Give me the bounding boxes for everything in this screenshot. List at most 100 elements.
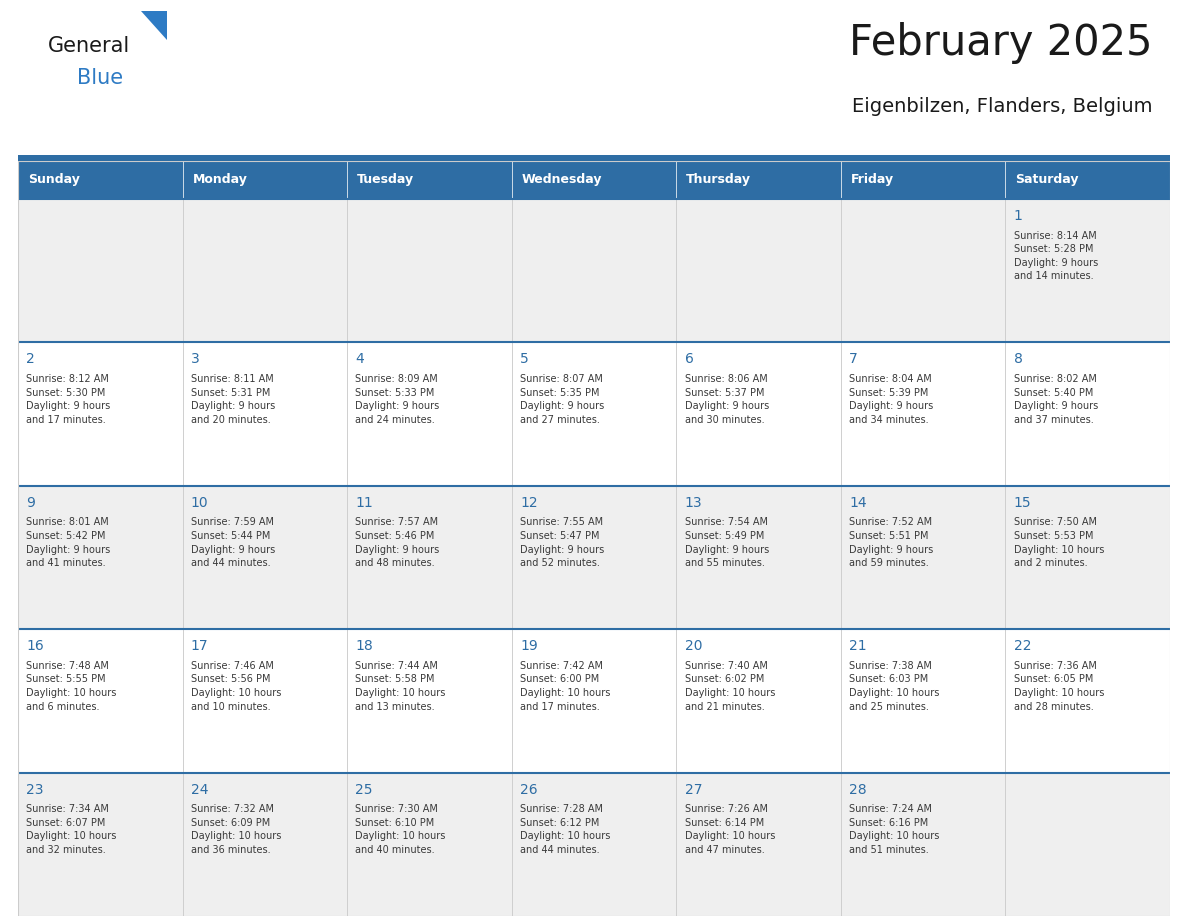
Text: 16: 16 bbox=[26, 639, 44, 654]
Text: 14: 14 bbox=[849, 496, 867, 509]
Text: Sunrise: 8:02 AM
Sunset: 5:40 PM
Daylight: 9 hours
and 37 minutes.: Sunrise: 8:02 AM Sunset: 5:40 PM Dayligh… bbox=[1013, 374, 1098, 425]
Bar bbox=[347, 773, 512, 916]
Bar bbox=[347, 161, 512, 199]
Text: 3: 3 bbox=[191, 353, 200, 366]
Text: February 2025: February 2025 bbox=[849, 22, 1152, 63]
Text: Monday: Monday bbox=[192, 174, 247, 186]
Text: Sunrise: 7:30 AM
Sunset: 6:10 PM
Daylight: 10 hours
and 40 minutes.: Sunrise: 7:30 AM Sunset: 6:10 PM Dayligh… bbox=[355, 804, 446, 855]
Text: Saturday: Saturday bbox=[1016, 174, 1079, 186]
Bar bbox=[347, 342, 512, 486]
Bar bbox=[512, 342, 676, 486]
Text: Sunday: Sunday bbox=[27, 174, 80, 186]
Bar bbox=[1005, 161, 1170, 199]
Text: 6: 6 bbox=[684, 353, 694, 366]
Text: Sunrise: 8:07 AM
Sunset: 5:35 PM
Daylight: 9 hours
and 27 minutes.: Sunrise: 8:07 AM Sunset: 5:35 PM Dayligh… bbox=[520, 374, 605, 425]
Bar bbox=[676, 773, 841, 916]
Text: 8: 8 bbox=[1013, 353, 1023, 366]
Bar bbox=[841, 342, 1005, 486]
Text: 11: 11 bbox=[355, 496, 373, 509]
Text: Sunrise: 7:48 AM
Sunset: 5:55 PM
Daylight: 10 hours
and 6 minutes.: Sunrise: 7:48 AM Sunset: 5:55 PM Dayligh… bbox=[26, 661, 116, 711]
Text: Sunrise: 8:14 AM
Sunset: 5:28 PM
Daylight: 9 hours
and 14 minutes.: Sunrise: 8:14 AM Sunset: 5:28 PM Dayligh… bbox=[1013, 230, 1098, 281]
Bar bbox=[841, 199, 1005, 342]
Text: Sunrise: 8:11 AM
Sunset: 5:31 PM
Daylight: 9 hours
and 20 minutes.: Sunrise: 8:11 AM Sunset: 5:31 PM Dayligh… bbox=[191, 374, 276, 425]
Bar bbox=[512, 161, 676, 199]
Text: 5: 5 bbox=[520, 353, 529, 366]
Text: 23: 23 bbox=[26, 783, 44, 797]
Text: 18: 18 bbox=[355, 639, 373, 654]
Text: Sunrise: 7:34 AM
Sunset: 6:07 PM
Daylight: 10 hours
and 32 minutes.: Sunrise: 7:34 AM Sunset: 6:07 PM Dayligh… bbox=[26, 804, 116, 855]
Text: 19: 19 bbox=[520, 639, 538, 654]
Bar bbox=[841, 773, 1005, 916]
Text: Sunrise: 7:55 AM
Sunset: 5:47 PM
Daylight: 9 hours
and 52 minutes.: Sunrise: 7:55 AM Sunset: 5:47 PM Dayligh… bbox=[520, 518, 605, 568]
Bar bbox=[676, 161, 841, 199]
Text: 27: 27 bbox=[684, 783, 702, 797]
Text: Sunrise: 7:44 AM
Sunset: 5:58 PM
Daylight: 10 hours
and 13 minutes.: Sunrise: 7:44 AM Sunset: 5:58 PM Dayligh… bbox=[355, 661, 446, 711]
Text: 20: 20 bbox=[684, 639, 702, 654]
Text: 22: 22 bbox=[1013, 639, 1031, 654]
Text: 24: 24 bbox=[191, 783, 208, 797]
Text: Friday: Friday bbox=[851, 174, 893, 186]
Text: General: General bbox=[48, 36, 129, 56]
Text: Eigenbilzen, Flanders, Belgium: Eigenbilzen, Flanders, Belgium bbox=[852, 96, 1152, 116]
Text: 26: 26 bbox=[520, 783, 537, 797]
Bar bbox=[347, 629, 512, 773]
Text: 4: 4 bbox=[355, 353, 364, 366]
Text: 28: 28 bbox=[849, 783, 867, 797]
Bar bbox=[841, 629, 1005, 773]
Bar bbox=[18, 629, 183, 773]
Text: 10: 10 bbox=[191, 496, 208, 509]
Text: Sunrise: 8:01 AM
Sunset: 5:42 PM
Daylight: 9 hours
and 41 minutes.: Sunrise: 8:01 AM Sunset: 5:42 PM Dayligh… bbox=[26, 518, 110, 568]
Text: Sunrise: 8:12 AM
Sunset: 5:30 PM
Daylight: 9 hours
and 17 minutes.: Sunrise: 8:12 AM Sunset: 5:30 PM Dayligh… bbox=[26, 374, 110, 425]
Text: Sunrise: 8:06 AM
Sunset: 5:37 PM
Daylight: 9 hours
and 30 minutes.: Sunrise: 8:06 AM Sunset: 5:37 PM Dayligh… bbox=[684, 374, 769, 425]
Bar bbox=[1005, 486, 1170, 629]
Text: 13: 13 bbox=[684, 496, 702, 509]
Text: Sunrise: 7:57 AM
Sunset: 5:46 PM
Daylight: 9 hours
and 48 minutes.: Sunrise: 7:57 AM Sunset: 5:46 PM Dayligh… bbox=[355, 518, 440, 568]
Bar bbox=[841, 486, 1005, 629]
Bar bbox=[676, 199, 841, 342]
Text: 7: 7 bbox=[849, 353, 858, 366]
Bar bbox=[347, 486, 512, 629]
Text: 15: 15 bbox=[1013, 496, 1031, 509]
Text: Sunrise: 7:24 AM
Sunset: 6:16 PM
Daylight: 10 hours
and 51 minutes.: Sunrise: 7:24 AM Sunset: 6:16 PM Dayligh… bbox=[849, 804, 940, 855]
Text: Tuesday: Tuesday bbox=[358, 174, 415, 186]
Bar bbox=[183, 342, 347, 486]
Text: 2: 2 bbox=[26, 353, 34, 366]
Text: Sunrise: 8:04 AM
Sunset: 5:39 PM
Daylight: 9 hours
and 34 minutes.: Sunrise: 8:04 AM Sunset: 5:39 PM Dayligh… bbox=[849, 374, 934, 425]
Text: Sunrise: 7:28 AM
Sunset: 6:12 PM
Daylight: 10 hours
and 44 minutes.: Sunrise: 7:28 AM Sunset: 6:12 PM Dayligh… bbox=[520, 804, 611, 855]
Text: Blue: Blue bbox=[77, 68, 124, 87]
Bar bbox=[18, 342, 183, 486]
Bar bbox=[347, 199, 512, 342]
Text: 1: 1 bbox=[1013, 209, 1023, 223]
Bar bbox=[1005, 342, 1170, 486]
Bar bbox=[18, 773, 183, 916]
Text: Sunrise: 7:36 AM
Sunset: 6:05 PM
Daylight: 10 hours
and 28 minutes.: Sunrise: 7:36 AM Sunset: 6:05 PM Dayligh… bbox=[1013, 661, 1104, 711]
Text: 25: 25 bbox=[355, 783, 373, 797]
Bar bbox=[841, 161, 1005, 199]
Text: Sunrise: 7:32 AM
Sunset: 6:09 PM
Daylight: 10 hours
and 36 minutes.: Sunrise: 7:32 AM Sunset: 6:09 PM Dayligh… bbox=[191, 804, 282, 855]
Text: 21: 21 bbox=[849, 639, 867, 654]
Bar bbox=[183, 161, 347, 199]
Text: Sunrise: 7:52 AM
Sunset: 5:51 PM
Daylight: 9 hours
and 59 minutes.: Sunrise: 7:52 AM Sunset: 5:51 PM Dayligh… bbox=[849, 518, 934, 568]
Bar bbox=[676, 629, 841, 773]
Bar bbox=[1005, 199, 1170, 342]
Bar bbox=[512, 199, 676, 342]
Polygon shape bbox=[140, 11, 168, 40]
Text: 9: 9 bbox=[26, 496, 36, 509]
Bar bbox=[512, 773, 676, 916]
Bar bbox=[1005, 629, 1170, 773]
Text: Sunrise: 8:09 AM
Sunset: 5:33 PM
Daylight: 9 hours
and 24 minutes.: Sunrise: 8:09 AM Sunset: 5:33 PM Dayligh… bbox=[355, 374, 440, 425]
Text: Sunrise: 7:54 AM
Sunset: 5:49 PM
Daylight: 9 hours
and 55 minutes.: Sunrise: 7:54 AM Sunset: 5:49 PM Dayligh… bbox=[684, 518, 769, 568]
Bar bbox=[183, 199, 347, 342]
Bar bbox=[512, 629, 676, 773]
Text: Sunrise: 7:50 AM
Sunset: 5:53 PM
Daylight: 10 hours
and 2 minutes.: Sunrise: 7:50 AM Sunset: 5:53 PM Dayligh… bbox=[1013, 518, 1104, 568]
Bar bbox=[512, 486, 676, 629]
Bar bbox=[676, 342, 841, 486]
Text: Sunrise: 7:46 AM
Sunset: 5:56 PM
Daylight: 10 hours
and 10 minutes.: Sunrise: 7:46 AM Sunset: 5:56 PM Dayligh… bbox=[191, 661, 282, 711]
Text: Sunrise: 7:40 AM
Sunset: 6:02 PM
Daylight: 10 hours
and 21 minutes.: Sunrise: 7:40 AM Sunset: 6:02 PM Dayligh… bbox=[684, 661, 775, 711]
Bar bbox=[676, 486, 841, 629]
Bar bbox=[18, 486, 183, 629]
Text: 17: 17 bbox=[191, 639, 208, 654]
Bar bbox=[1005, 773, 1170, 916]
Bar bbox=[183, 629, 347, 773]
Text: Sunrise: 7:26 AM
Sunset: 6:14 PM
Daylight: 10 hours
and 47 minutes.: Sunrise: 7:26 AM Sunset: 6:14 PM Dayligh… bbox=[684, 804, 775, 855]
